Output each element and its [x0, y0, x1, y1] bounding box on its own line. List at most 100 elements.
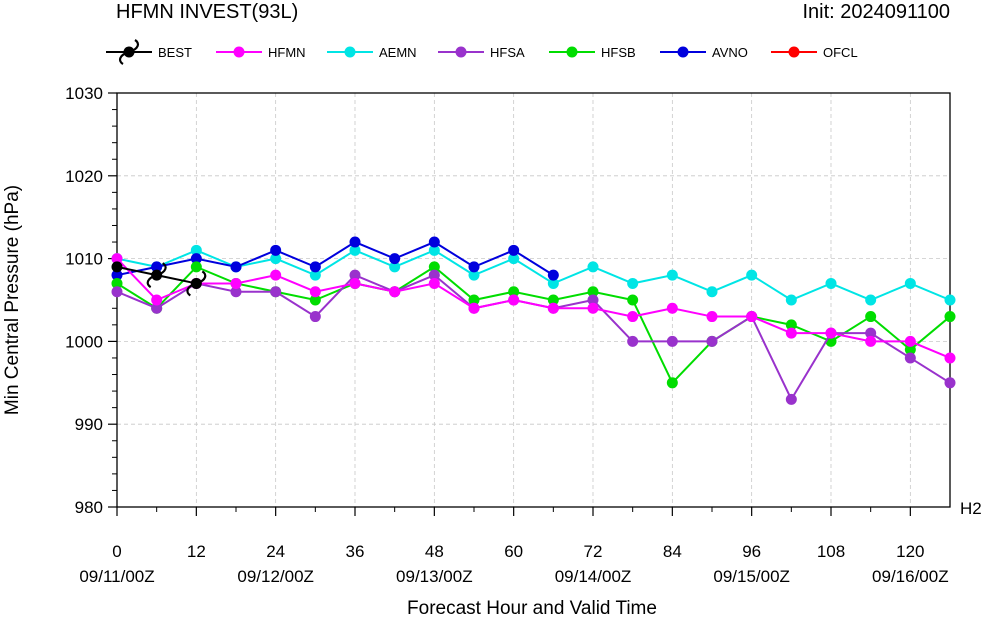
data-point-hfsb [468, 294, 480, 306]
data-point-aemn [825, 277, 837, 289]
plot-frame [116, 92, 951, 508]
series-hfmn [111, 253, 956, 364]
series-layer [111, 236, 956, 405]
x-date-label: 09/13/00Z [396, 567, 473, 586]
data-point-hfmn [944, 352, 956, 364]
data-point-hfsa [785, 393, 797, 405]
x-tick-label: 36 [346, 542, 365, 561]
series-line-avno [116, 240, 554, 277]
data-point-hfmn [230, 277, 242, 289]
data-point-hfsa [270, 286, 282, 298]
data-point-aemn [270, 253, 282, 265]
data-point-avno [349, 236, 361, 248]
init-label: Init: 2024091100 [802, 1, 950, 23]
data-point-avno [547, 269, 559, 281]
data-point-hfmn [627, 311, 639, 323]
data-point-hfmn [389, 286, 401, 298]
data-point-best [186, 270, 207, 297]
x-tick-label: 60 [504, 542, 523, 561]
data-point-aemn [666, 269, 678, 281]
data-point-aemn [547, 277, 559, 289]
y-tick-label: 1010 [65, 250, 103, 269]
data-point-hfsa [865, 327, 877, 339]
data-point-hfsb [904, 344, 916, 356]
x-date-label: 09/15/00Z [713, 567, 790, 586]
series-line-hfsb [116, 265, 951, 385]
legend-item-ofcl: OFCL [771, 45, 858, 60]
data-point-hfsa [666, 335, 678, 347]
data-point-hfsb [627, 294, 639, 306]
data-point-avno [389, 253, 401, 265]
x-tick-label: 72 [584, 542, 603, 561]
y-tick-label: 1000 [65, 332, 103, 351]
data-point-hfsa [111, 286, 123, 298]
data-point-hfsb [666, 377, 678, 389]
y-tick-label: 990 [75, 415, 103, 434]
legend-swatch-marker [344, 46, 356, 58]
data-point-avno [111, 269, 123, 281]
legend-swatch-marker [788, 46, 800, 58]
data-point-aemn [428, 244, 440, 256]
chart-title: HFMN INVEST(93L) [116, 1, 298, 23]
data-point-avno [428, 236, 440, 248]
legend-swatch-marker [455, 46, 467, 58]
data-point-hfmn [468, 302, 480, 314]
data-point-hfmn [746, 311, 758, 323]
series-best [111, 261, 207, 297]
data-point-avno [270, 244, 282, 256]
legend-item-aemn: AEMN [327, 45, 417, 60]
legend-item-avno: AVNO [660, 45, 748, 60]
x-axis-label: Forecast Hour and Valid Time [407, 598, 657, 618]
data-point-aemn [389, 261, 401, 273]
data-point-hfsa [428, 269, 440, 281]
corner-label: H2 [960, 499, 982, 518]
data-point-aemn [785, 294, 797, 306]
x-tick-label: 48 [425, 542, 444, 561]
data-point-aemn [468, 269, 480, 281]
data-point-aemn [746, 269, 758, 281]
legend-item-hfsa: HFSA [438, 45, 525, 60]
data-point-hfmn [865, 335, 877, 347]
legend-swatch-marker [233, 46, 245, 58]
data-point-hfmn [904, 335, 916, 347]
legend-label: HFMN [268, 45, 306, 60]
series-avno [111, 236, 559, 281]
data-point-hfsa [627, 335, 639, 347]
data-point-hfmn [547, 302, 559, 314]
x-date-label: 09/11/00Z [79, 567, 154, 586]
data-point-hfsa [309, 311, 321, 323]
legend-hurricane-icon [118, 39, 140, 65]
data-point-hfsa [944, 377, 956, 389]
x-tick-label: 120 [896, 542, 924, 561]
data-point-aemn [190, 244, 202, 256]
data-point-aemn [349, 244, 361, 256]
legend-label: AVNO [712, 45, 748, 60]
legend-label: BEST [158, 45, 192, 60]
y-tick-label: 980 [75, 498, 103, 517]
y-tick-label: 1030 [65, 84, 103, 103]
x-tick-label: 0 [112, 542, 121, 561]
data-point-hfmn [825, 327, 837, 339]
data-point-hfsb [547, 294, 559, 306]
data-point-hfsa [706, 335, 718, 347]
data-point-aemn [627, 277, 639, 289]
legend-item-best: BEST [106, 39, 192, 65]
x-date-label: 09/14/00Z [555, 567, 632, 586]
data-point-hfsa [587, 294, 599, 306]
legend-label: AEMN [379, 45, 417, 60]
data-point-hfmn [508, 294, 520, 306]
data-point-hfmn [428, 277, 440, 289]
data-point-hfsb [785, 319, 797, 331]
data-point-avno [151, 261, 163, 273]
y-axis: 980 990 1000 1010 1020 1030 [65, 84, 117, 517]
data-point-avno [508, 244, 520, 256]
legend-label: HFSB [601, 45, 636, 60]
data-point-hfsb [944, 311, 956, 323]
data-point-avno [230, 261, 242, 273]
legend-label: HFSA [490, 45, 525, 60]
data-point-hfsb [508, 286, 520, 298]
data-point-hfsa [349, 269, 361, 281]
x-tick-label: 108 [817, 542, 845, 561]
data-point-hfsa [230, 286, 242, 298]
legend-swatch-marker [566, 46, 578, 58]
